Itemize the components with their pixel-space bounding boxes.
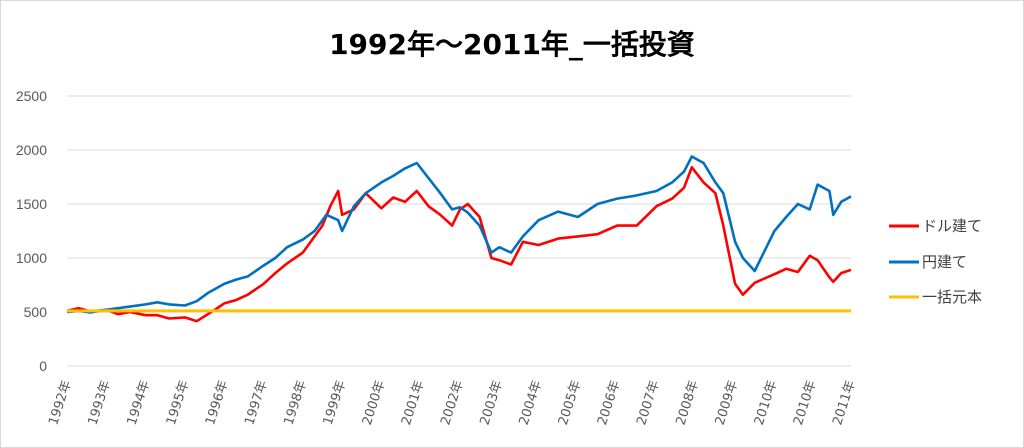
x-tick-label: 2011年 xyxy=(830,379,859,427)
x-tick-label: 1997年 xyxy=(242,379,271,427)
x-tick-label: 2000年 xyxy=(360,379,389,427)
x-tick-label: 2007年 xyxy=(634,379,663,427)
y-tick-label: 500 xyxy=(24,304,48,320)
x-tick-label: 2006年 xyxy=(595,379,624,427)
y-tick-label: 1000 xyxy=(16,250,47,266)
x-tick-label: 2001年 xyxy=(399,379,428,427)
legend-label: ドル建て xyxy=(922,217,982,235)
x-tick-label: 2003年 xyxy=(477,379,506,427)
x-tick-label: 2010年 xyxy=(752,379,781,427)
x-tick-label: 2002年 xyxy=(438,379,467,427)
x-tick-label: 1996年 xyxy=(203,379,232,427)
series-line-2 xyxy=(66,155,852,314)
y-tick-label: 2500 xyxy=(16,88,47,104)
x-tick-label: 2004年 xyxy=(517,379,546,427)
y-tick-label: 2000 xyxy=(16,142,47,158)
x-tick-label: 1995年 xyxy=(164,379,193,427)
x-tick-label: 2008年 xyxy=(673,379,702,427)
x-tick-label: 2009年 xyxy=(713,379,742,427)
x-tick-label: 1992年 xyxy=(46,379,75,427)
x-tick-label: 1998年 xyxy=(281,379,310,427)
x-tick-label: 1993年 xyxy=(85,379,114,427)
y-tick-label: 0 xyxy=(39,358,47,374)
x-tick-label: 2010年 xyxy=(791,379,820,427)
legend-label: 一括元本 xyxy=(922,288,982,306)
series-line-1 xyxy=(66,166,852,323)
x-tick-label: 1994年 xyxy=(125,379,154,427)
legend-label: 円建て xyxy=(922,253,967,271)
y-tick-label: 1500 xyxy=(16,196,47,212)
x-tick-label: 1999年 xyxy=(321,379,350,427)
chart-title: 1992年～2011年_一括投資 xyxy=(329,28,695,61)
x-tick-label: 2005年 xyxy=(556,379,585,427)
